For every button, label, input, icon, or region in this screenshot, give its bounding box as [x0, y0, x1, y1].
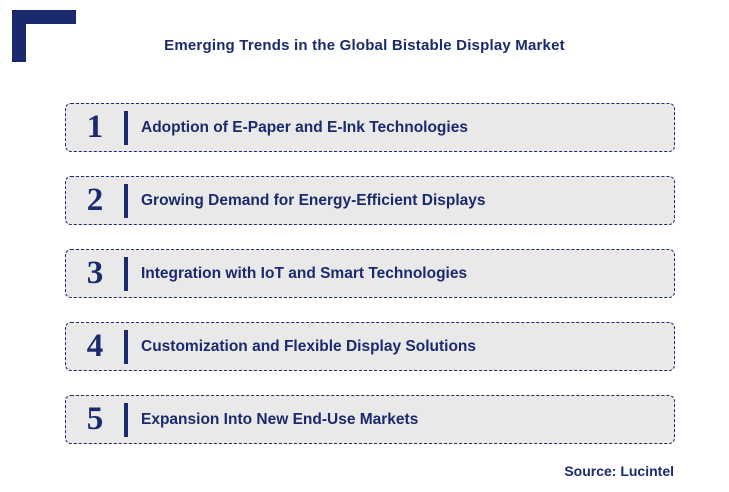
trend-row: 2 Growing Demand for Energy-Efficient Di… — [65, 176, 675, 225]
separator-bar — [124, 183, 128, 218]
page-title: Emerging Trends in the Global Bistable D… — [164, 37, 565, 54]
trend-row: 1 Adoption of E-Paper and E-Ink Technolo… — [65, 103, 675, 152]
trend-row: 4 Customization and Flexible Display Sol… — [65, 322, 675, 371]
corner-bracket-top-left — [12, 10, 76, 62]
trend-number: 2 — [86, 182, 104, 218]
trend-number: 5 — [86, 401, 104, 437]
source-credit: Source: Lucintel — [564, 463, 674, 479]
trend-row: 5 Expansion Into New End-Use Markets — [65, 395, 675, 444]
separator-bar — [124, 329, 128, 364]
separator-bar — [124, 256, 128, 291]
trend-label: Customization and Flexible Display Solut… — [141, 337, 477, 355]
trend-label: Expansion Into New End-Use Markets — [141, 410, 419, 428]
separator-bar — [124, 402, 128, 437]
trend-number: 3 — [86, 255, 104, 291]
trend-label: Growing Demand for Energy-Efficient Disp… — [141, 191, 486, 209]
trend-list: 1 Adoption of E-Paper and E-Ink Technolo… — [65, 103, 675, 444]
separator-bar — [124, 110, 128, 145]
trend-number: 4 — [86, 328, 104, 364]
trend-number: 1 — [86, 109, 104, 145]
trend-label: Adoption of E-Paper and E-Ink Technologi… — [141, 118, 468, 136]
trend-row: 3 Integration with IoT and Smart Technol… — [65, 249, 675, 298]
trend-label: Integration with IoT and Smart Technolog… — [141, 264, 468, 282]
